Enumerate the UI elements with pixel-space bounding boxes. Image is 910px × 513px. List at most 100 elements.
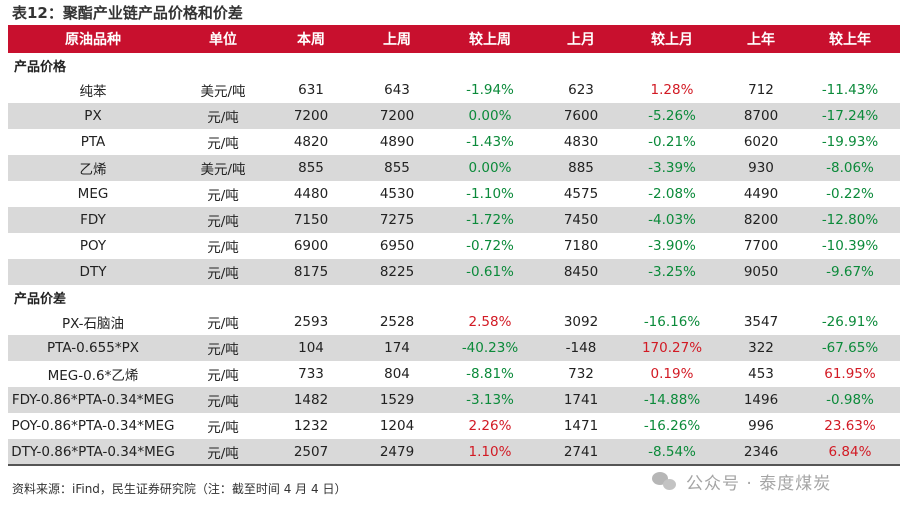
table-header-row: 原油品种 单位 本周 上周 较上周 上月 较上月 上年 较上年 xyxy=(8,25,900,53)
last-month-cell: 3092 xyxy=(563,314,599,330)
product-name-cell: PX xyxy=(84,108,102,124)
last-week-cell: 1204 xyxy=(379,418,415,434)
product-name-cell: DTY xyxy=(79,264,107,280)
last-week-cell: 804 xyxy=(384,366,410,382)
mom-change-cell: -14.88% xyxy=(643,392,701,408)
last-month-cell: 623 xyxy=(568,82,594,98)
last-month-cell: 732 xyxy=(568,366,594,382)
product-name-cell: MEG-0.6*乙烯 xyxy=(47,368,139,384)
wow-change-cell: -8.81% xyxy=(466,366,514,382)
this-week-cell: 733 xyxy=(298,366,324,382)
mom-change-cell: -4.03% xyxy=(648,212,696,228)
table-row: POY 元/吨 6900 6950 -0.72% 7180 -3.90% 7700 -10.39… xyxy=(8,233,900,259)
last-year-cell: 2346 xyxy=(722,439,800,466)
yoy-change-cell: -26.91% xyxy=(821,314,879,330)
this-week-cell: 631 xyxy=(298,82,324,98)
section-label: 产品价格 xyxy=(14,59,67,75)
table-row: PTA-0.655*PX 元/吨 104 174 -40.23% -148 170.27% 3… xyxy=(8,335,900,361)
wow-change-cell: -40.23% xyxy=(461,340,519,356)
section-row: 产品价差 xyxy=(8,285,900,309)
yoy-change-cell: -10.39% xyxy=(821,238,879,254)
last-month-cell: 885 xyxy=(568,160,594,176)
mom-change-cell: -2.08% xyxy=(648,186,696,202)
yoy-change-cell: -19.93% xyxy=(821,134,879,150)
last-year-cell: 930 xyxy=(748,160,774,176)
yoy-change-cell: -8.06% xyxy=(826,160,874,176)
wow-change-cell: 2.58% xyxy=(468,314,512,330)
unit-cell: 元/吨 xyxy=(207,136,239,152)
last-year-cell: 3547 xyxy=(743,314,779,330)
last-month-cell: 7450 xyxy=(563,212,599,228)
wow-change-cell: 1.10% xyxy=(440,439,540,466)
wow-change-cell: 0.00% xyxy=(468,108,512,124)
product-name-cell: POY xyxy=(79,238,107,254)
last-year-cell: 7700 xyxy=(743,238,779,254)
table-row: PX-石脑油 元/吨 2593 2528 2.58% 3092 -16.16% 3547 -26… xyxy=(8,309,900,335)
wechat-icon xyxy=(652,470,678,492)
this-week-cell: 8175 xyxy=(293,264,329,280)
watermark: 公众号 · 泰度煤炭 xyxy=(652,466,831,496)
last-year-cell: 996 xyxy=(748,418,774,434)
this-week-cell: 104 xyxy=(298,340,324,356)
last-month-cell: 7600 xyxy=(563,108,599,124)
this-week-cell: 6900 xyxy=(293,238,329,254)
wow-change-cell: 2.26% xyxy=(468,418,512,434)
last-week-cell: 174 xyxy=(384,340,410,356)
unit-cell: 元/吨 xyxy=(207,342,239,358)
last-month-cell: 8450 xyxy=(563,264,599,280)
last-week-cell: 4530 xyxy=(379,186,415,202)
table-row: 乙烯 美元/吨 855 855 0.00% 885 -3.39% 930 -8.06% xyxy=(8,155,900,181)
yoy-change-cell: 6.84% xyxy=(800,439,900,466)
table-row: DTY-0.86*PTA-0.34*MEG 元/吨 2507 2479 1.10% 274… xyxy=(8,439,900,466)
this-week-cell: 7200 xyxy=(293,108,329,124)
wow-change-cell: -3.13% xyxy=(466,392,514,408)
unit-cell: 元/吨 xyxy=(207,214,239,230)
unit-cell: 元/吨 xyxy=(178,439,268,466)
yoy-change-cell: -11.43% xyxy=(821,82,879,98)
table-row: PTA 元/吨 4820 4890 -1.43% 4830 -0.21% 6020 -19.93… xyxy=(8,129,900,155)
wow-change-cell: -1.10% xyxy=(466,186,514,202)
col-header-wow: 较上周 xyxy=(469,32,511,48)
product-name-cell: FDY-0.86*PTA-0.34*MEG xyxy=(11,392,175,408)
col-header-last-week: 上周 xyxy=(383,32,411,48)
last-year-cell: 4490 xyxy=(743,186,779,202)
table-row: MEG 元/吨 4480 4530 -1.10% 4575 -2.08% 4490 -0.22% xyxy=(8,181,900,207)
last-week-cell: 2479 xyxy=(354,439,440,466)
source-note: 资料来源：iFind，民生证券研究院（注：截至时间 4 月 4 日） xyxy=(12,482,347,496)
last-week-cell: 8225 xyxy=(379,264,415,280)
yoy-change-cell: 61.95% xyxy=(824,366,876,382)
this-week-cell: 2507 xyxy=(268,439,354,466)
last-week-cell: 2528 xyxy=(379,314,415,330)
col-header-mom: 较上月 xyxy=(651,32,693,48)
unit-cell: 美元/吨 xyxy=(200,162,246,178)
yoy-change-cell: -9.67% xyxy=(826,264,874,280)
mom-change-cell: -3.90% xyxy=(648,238,696,254)
mom-change-cell: -16.26% xyxy=(643,418,701,434)
product-name-cell: MEG xyxy=(77,186,109,202)
wow-change-cell: -0.61% xyxy=(466,264,514,280)
table-row: PX 元/吨 7200 7200 0.00% 7600 -5.26% 8700 -17.24% xyxy=(8,103,900,129)
yoy-change-cell: -12.80% xyxy=(821,212,879,228)
last-month-cell: 7180 xyxy=(563,238,599,254)
mom-change-cell: 1.28% xyxy=(650,82,694,98)
unit-cell: 元/吨 xyxy=(207,316,239,332)
watermark-text: 公众号 · 泰度煤炭 xyxy=(686,473,832,494)
this-week-cell: 1482 xyxy=(293,392,329,408)
price-spread-table: 原油品种 单位 本周 上周 较上周 上月 较上月 上年 较上年 产品价格 纯苯 美元… xyxy=(8,25,900,466)
unit-cell: 元/吨 xyxy=(207,420,239,436)
this-week-cell: 1232 xyxy=(293,418,329,434)
col-header-last-month: 上月 xyxy=(567,32,595,48)
last-month-cell: 2741 xyxy=(540,439,622,466)
last-year-cell: 1496 xyxy=(743,392,779,408)
mom-change-cell: -3.25% xyxy=(648,264,696,280)
mom-change-cell: -0.21% xyxy=(648,134,696,150)
last-week-cell: 1529 xyxy=(379,392,415,408)
table-row: DTY 元/吨 8175 8225 -0.61% 8450 -3.25% 9050 -9.67% xyxy=(8,259,900,285)
unit-cell: 美元/吨 xyxy=(200,84,246,100)
section-row: 产品价格 xyxy=(8,53,900,77)
mom-change-cell: -8.54% xyxy=(622,439,722,466)
product-name-cell: FDY xyxy=(80,212,106,228)
last-year-cell: 453 xyxy=(748,366,774,382)
table-row: 纯苯 美元/吨 631 643 -1.94% 623 1.28% 712 -11.43% xyxy=(8,77,900,103)
col-header-product: 原油品种 xyxy=(65,32,121,48)
